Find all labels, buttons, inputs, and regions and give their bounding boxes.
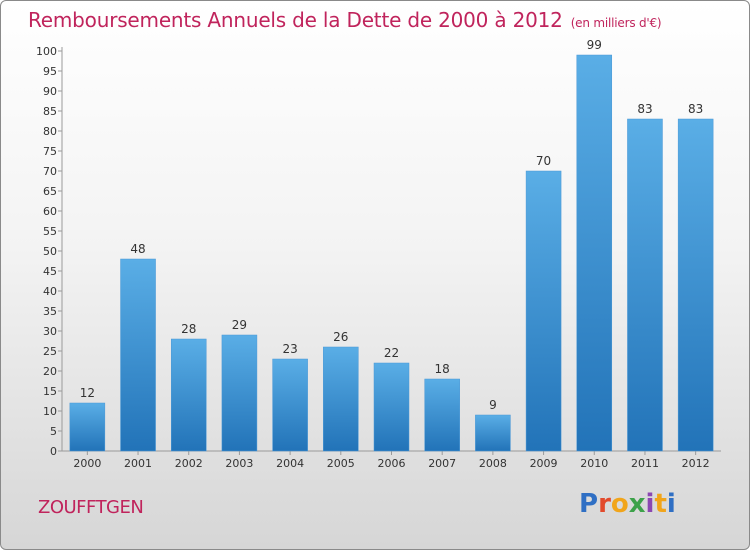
data-label-2012: 83 (688, 102, 703, 116)
bar-2006 (373, 362, 410, 452)
chart-bars: 12 48 28 29 23 26 22 18 9 70 99 83 83 (69, 38, 714, 452)
y-tick-label: 100 (36, 45, 57, 58)
bar-2002 (170, 338, 207, 452)
data-label-2003: 29 (232, 318, 247, 332)
x-tick-label-2011: 2011 (631, 457, 659, 470)
y-tick-label: 85 (43, 105, 57, 118)
bar-2004 (272, 358, 308, 452)
bar-2003 (221, 334, 258, 452)
y-tick-label: 70 (43, 165, 57, 178)
bar-2009 (525, 170, 562, 452)
data-label-2008: 9 (489, 398, 497, 412)
data-label-2007: 18 (435, 362, 450, 376)
y-tick-label: 55 (43, 225, 57, 238)
x-tick-label-2005: 2005 (327, 457, 355, 470)
y-tick-label: 40 (43, 285, 57, 298)
chart-title-text: Remboursements Annuels de la Dette de 20… (28, 8, 563, 32)
y-tick-label: 50 (43, 245, 57, 258)
data-label-2009: 70 (536, 154, 551, 168)
chart-unit: (en milliers d'€) (570, 16, 662, 30)
data-label-2005: 26 (333, 330, 348, 344)
x-tick-label-2001: 2001 (124, 457, 152, 470)
x-tick-label-2012: 2012 (682, 457, 710, 470)
x-tick-label-2009: 2009 (530, 457, 558, 470)
x-tick-label-2008: 2008 (479, 457, 507, 470)
y-tick-label: 90 (43, 85, 57, 98)
chart-title: Remboursements Annuels de la Dette de 20… (28, 8, 662, 32)
x-tick-label-2000: 2000 (73, 457, 101, 470)
y-tick-label: 0 (50, 445, 57, 458)
x-tick-label-2002: 2002 (175, 457, 203, 470)
chart-axes: 0 5 10 15 20 25 30 35 40 45 50 55 60 65 70 75 80 85 90 95 10… (36, 45, 721, 470)
data-label-2004: 23 (282, 342, 297, 356)
bar-2000 (69, 402, 106, 452)
y-tick-label: 10 (43, 405, 57, 418)
y-tick-label: 20 (43, 365, 57, 378)
proxiti-logo: Proxiti (579, 489, 676, 519)
y-tick-label: 35 (43, 305, 57, 318)
bar-2011 (627, 118, 663, 452)
data-label-2001: 48 (130, 242, 145, 256)
data-label-2011: 83 (637, 102, 652, 116)
bar-2007 (424, 378, 460, 452)
y-tick-label: 30 (43, 325, 57, 338)
y-tick-label: 5 (50, 425, 57, 438)
y-tick-label: 95 (43, 65, 57, 78)
data-label-2010: 99 (587, 38, 602, 52)
bar-2010 (576, 54, 613, 452)
bar-2012 (677, 118, 714, 452)
x-tick-label-2006: 2006 (378, 457, 406, 470)
y-tick-label: 45 (43, 265, 57, 278)
x-tick-label-2010: 2010 (580, 457, 608, 470)
commune-name: ZOUFFTGEN (38, 497, 144, 518)
bar-2005 (323, 346, 359, 452)
bar-2008 (475, 414, 511, 452)
y-tick-label: 25 (43, 345, 57, 358)
x-tick-label-2003: 2003 (225, 457, 253, 470)
y-tick-label: 75 (43, 145, 57, 158)
data-label-2000: 12 (80, 386, 95, 400)
y-tick-label: 15 (43, 385, 57, 398)
y-tick-label: 80 (43, 125, 57, 138)
data-label-2002: 28 (181, 322, 196, 336)
y-tick-label: 65 (43, 185, 57, 198)
y-tick-label: 60 (43, 205, 57, 218)
bar-2001 (120, 258, 156, 452)
x-tick-label-2007: 2007 (428, 457, 456, 470)
data-label-2006: 22 (384, 346, 399, 360)
x-tick-label-2004: 2004 (276, 457, 304, 470)
